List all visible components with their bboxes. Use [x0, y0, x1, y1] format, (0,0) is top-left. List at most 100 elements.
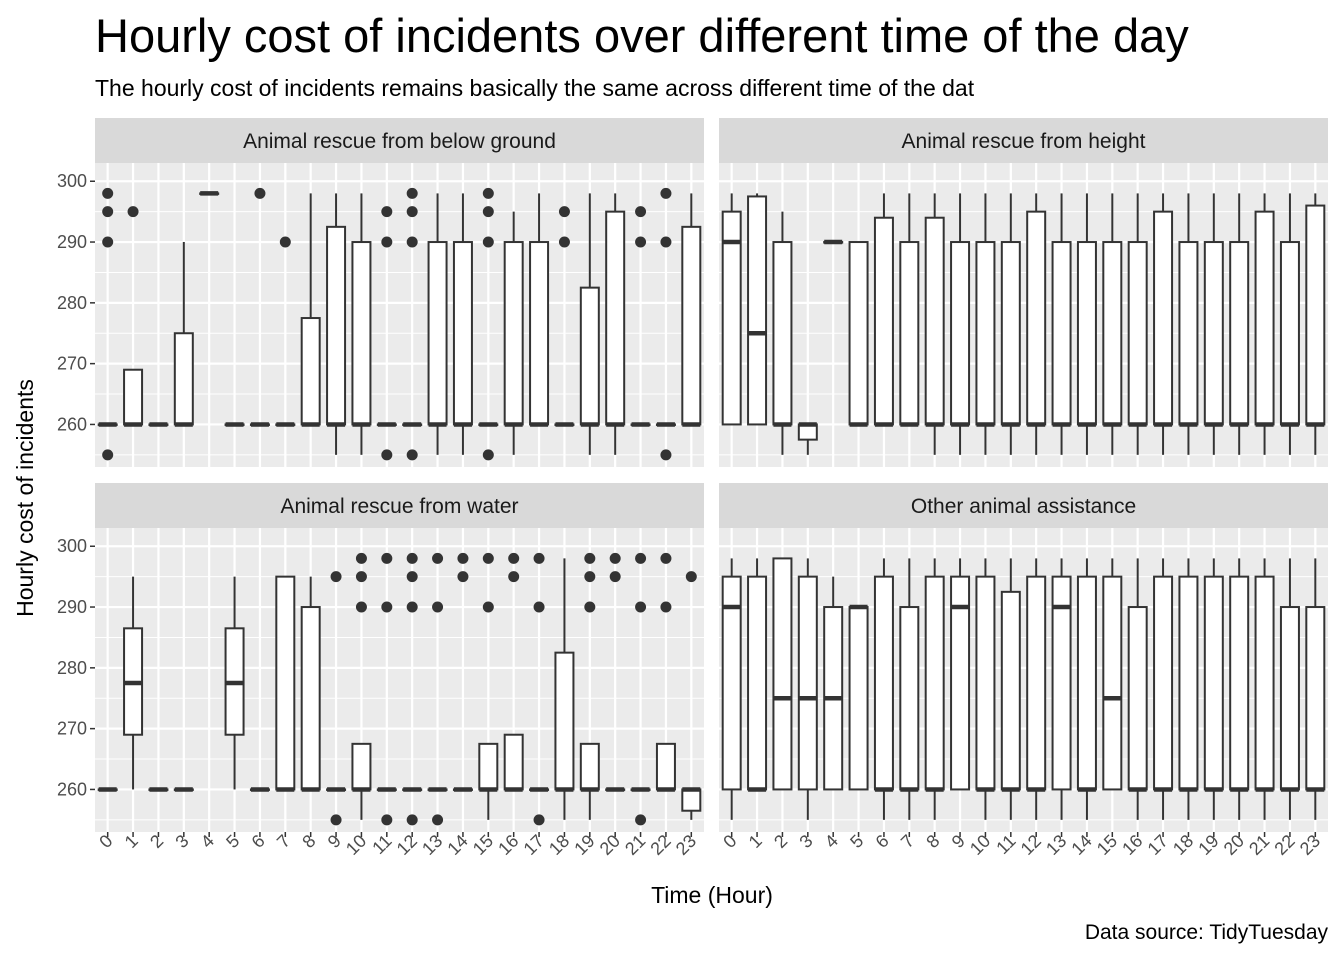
- panel-background: [719, 528, 1328, 832]
- box: [1279, 606, 1300, 791]
- box: [1203, 575, 1224, 791]
- box: [721, 575, 742, 791]
- outlier-point: [381, 601, 393, 613]
- box-plot: [975, 193, 996, 455]
- x-axis-title: Time (Hour): [651, 882, 773, 908]
- box: [173, 332, 194, 426]
- x-tick-label: 10: [342, 831, 370, 859]
- y-tick-label: 300: [57, 536, 87, 556]
- box-plot: [797, 558, 818, 820]
- box-plot: [503, 552, 524, 792]
- outlier-point: [635, 814, 647, 826]
- outlier-point: [558, 206, 570, 218]
- x-tick-label: 11: [368, 831, 395, 858]
- outlier-point: [508, 571, 520, 583]
- outlier-point: [406, 571, 418, 583]
- outlier-point: [432, 814, 444, 826]
- box-plot: [1153, 193, 1174, 455]
- x-tick-label: 0: [719, 831, 740, 852]
- box: [899, 241, 920, 426]
- x-tick-label: 8: [298, 831, 319, 852]
- box-plot: [402, 552, 423, 826]
- facet-strip: [95, 118, 704, 163]
- box-plot: [721, 193, 742, 426]
- box-plot: [1127, 558, 1148, 820]
- outlier-point: [685, 571, 697, 583]
- x-tick-label: 7: [273, 831, 294, 852]
- outlier-point: [102, 449, 114, 461]
- box-plot: [351, 552, 372, 820]
- box-plot: [478, 552, 499, 820]
- box-plot: [1000, 558, 1021, 820]
- facet-strip: [719, 483, 1328, 528]
- box-plot: [747, 193, 768, 426]
- box: [452, 241, 473, 426]
- outlier-point: [609, 571, 621, 583]
- box-plot: [1203, 193, 1224, 455]
- outlier-point: [102, 236, 114, 248]
- outlier-point: [406, 187, 418, 199]
- box: [1127, 241, 1148, 426]
- facet-strip-label: Animal rescue from below ground: [243, 130, 556, 153]
- box-plot: [402, 187, 423, 461]
- outlier-point: [406, 814, 418, 826]
- x-tick-label: 4: [197, 831, 218, 852]
- x-tick-label: 5: [846, 831, 867, 852]
- box: [275, 575, 296, 791]
- box: [772, 241, 793, 426]
- outlier-point: [482, 552, 494, 564]
- box: [1076, 241, 1097, 426]
- box: [747, 575, 768, 791]
- y-tick-label: 270: [57, 719, 87, 739]
- box-plot: [605, 193, 626, 455]
- x-tick-label: 4: [821, 831, 842, 852]
- x-tick-label: 1: [121, 831, 142, 852]
- outlier-point: [406, 236, 418, 248]
- box-plot: [1000, 193, 1021, 455]
- box: [300, 606, 321, 791]
- box-plot: [721, 558, 742, 820]
- box-plot: [452, 552, 473, 792]
- box: [848, 241, 869, 426]
- panel-background: [95, 528, 704, 832]
- box: [848, 606, 869, 791]
- outlier-point: [330, 571, 342, 583]
- box: [529, 241, 550, 426]
- outlier-point: [660, 236, 672, 248]
- outlier-point: [330, 814, 342, 826]
- box-plot: [924, 558, 945, 820]
- outlier-point: [660, 552, 672, 564]
- box-plot: [1305, 193, 1326, 455]
- facet-strip-label: Animal rescue from water: [280, 495, 518, 518]
- box-plot: [173, 787, 194, 792]
- outlier-point: [355, 552, 367, 564]
- box: [1026, 210, 1047, 426]
- box: [797, 423, 818, 441]
- box-plot: [873, 558, 894, 820]
- box-plot: [1127, 193, 1148, 455]
- facet-strip: [719, 118, 1328, 163]
- x-tick-label: 2: [146, 831, 167, 852]
- box-plot: [452, 193, 473, 455]
- box-plot: [1051, 558, 1072, 820]
- outlier-point: [406, 601, 418, 613]
- x-tick-label: 23: [672, 831, 700, 859]
- box-plot: [1254, 558, 1275, 820]
- box-plot: [747, 558, 768, 792]
- box: [924, 216, 945, 426]
- box-plot: [655, 552, 676, 792]
- box-plot: [899, 193, 920, 427]
- box: [1076, 575, 1097, 791]
- outlier-point: [355, 571, 367, 583]
- outlier-point: [635, 206, 647, 218]
- box-plot: [224, 422, 245, 427]
- x-tick-label: 0: [95, 831, 116, 852]
- facet-strip-label: Animal rescue from height: [902, 130, 1146, 153]
- box-plot: [529, 193, 550, 427]
- outlier-point: [457, 571, 469, 583]
- outlier-point: [406, 552, 418, 564]
- x-tick-label: 11: [992, 831, 1019, 858]
- box-plot: [148, 787, 169, 792]
